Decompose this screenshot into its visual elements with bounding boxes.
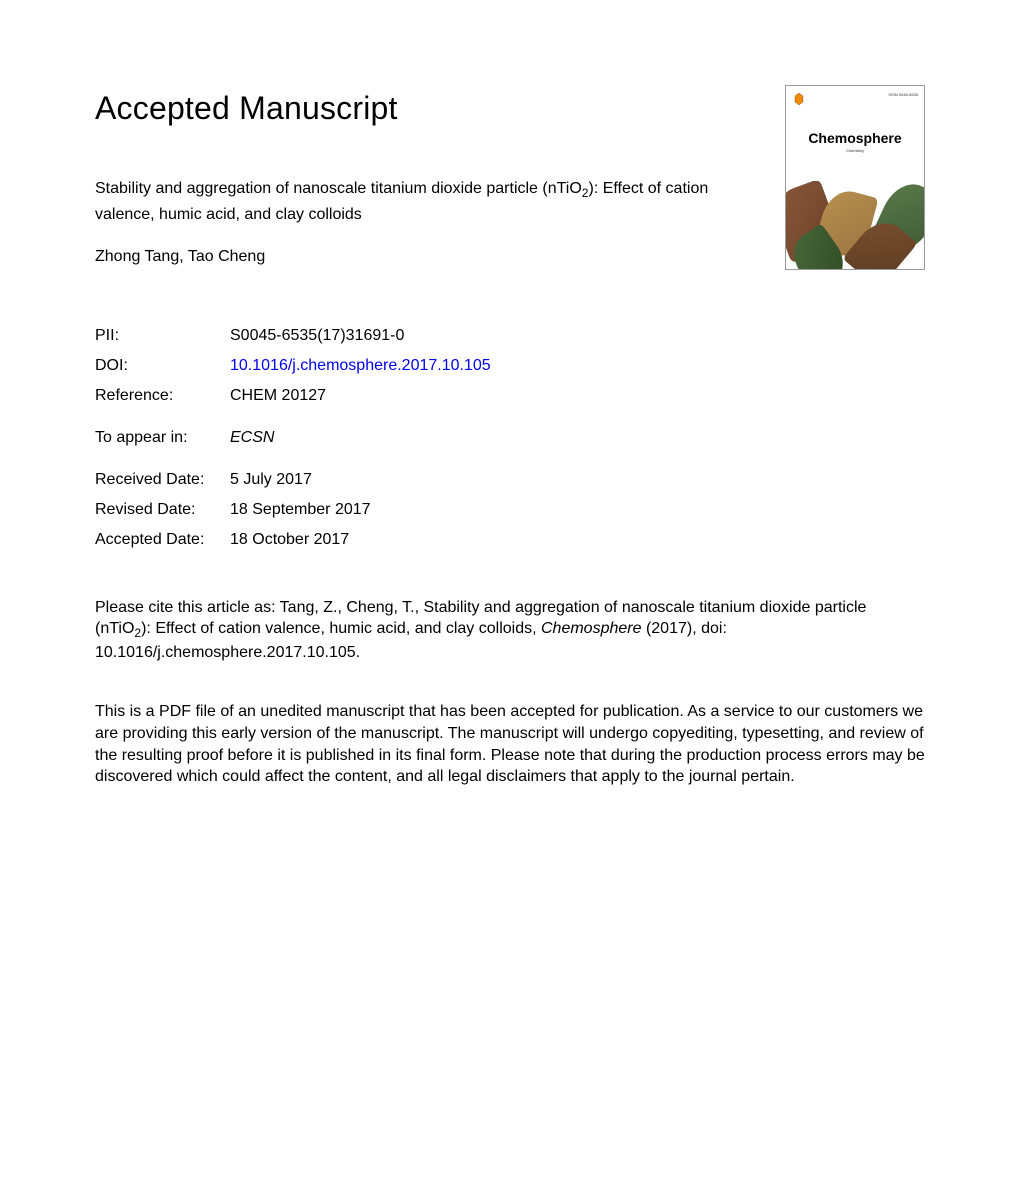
cover-artwork (786, 181, 924, 270)
to-appear-label: To appear in: (95, 411, 230, 453)
meta-row-reference: Reference: CHEM 20127 (95, 381, 491, 411)
revised-label: Revised Date: (95, 495, 230, 525)
received-value: 5 July 2017 (230, 453, 491, 495)
revised-value: 18 September 2017 (230, 495, 491, 525)
article-title: Stability and aggregation of nanoscale t… (95, 177, 735, 226)
reference-value: CHEM 20127 (230, 381, 491, 411)
doi-label: DOI: (95, 351, 230, 381)
accepted-label: Accepted Date: (95, 525, 230, 555)
cover-journal-name: Chemosphere (794, 130, 916, 146)
meta-row-revised: Revised Date: 18 September 2017 (95, 495, 491, 525)
reference-label: Reference: (95, 381, 230, 411)
meta-row-pii: PII: S0045-6535(17)31691-0 (95, 321, 491, 351)
pii-label: PII: (95, 321, 230, 351)
meta-row-doi: DOI: 10.1016/j.chemosphere.2017.10.105 (95, 351, 491, 381)
accepted-value: 18 October 2017 (230, 525, 491, 555)
to-appear-value: ECSN (230, 411, 491, 453)
cover-issn: ISSN 0045-6535 (888, 92, 918, 97)
publisher-logo-icon (792, 92, 806, 106)
meta-row-received: Received Date: 5 July 2017 (95, 453, 491, 495)
manuscript-cover-page: Accepted Manuscript ISSN 0045-6535 Chemo… (0, 0, 1020, 788)
doi-link[interactable]: 10.1016/j.chemosphere.2017.10.105 (230, 357, 491, 374)
cover-subtitle: Chemistry (794, 148, 916, 153)
citation-journal: Chemosphere (541, 620, 642, 637)
received-label: Received Date: (95, 453, 230, 495)
citation-mid: ): Effect of cation valence, humic acid,… (141, 620, 541, 637)
page-heading: Accepted Manuscript (95, 90, 398, 127)
metadata-table: PII: S0045-6535(17)31691-0 DOI: 10.1016/… (95, 321, 491, 555)
journal-cover-thumbnail: ISSN 0045-6535 Chemosphere Chemistry (785, 85, 925, 270)
meta-row-accepted: Accepted Date: 18 October 2017 (95, 525, 491, 555)
disclaimer-text: This is a PDF file of an unedited manusc… (95, 701, 925, 787)
cover-top: ISSN 0045-6535 Chemosphere Chemistry (786, 86, 924, 181)
pii-value: S0045-6535(17)31691-0 (230, 321, 491, 351)
citation-text: Please cite this article as: Tang, Z., C… (95, 597, 925, 664)
title-prefix: Stability and aggregation of nanoscale t… (95, 180, 582, 197)
meta-row-to-appear: To appear in: ECSN (95, 411, 491, 453)
